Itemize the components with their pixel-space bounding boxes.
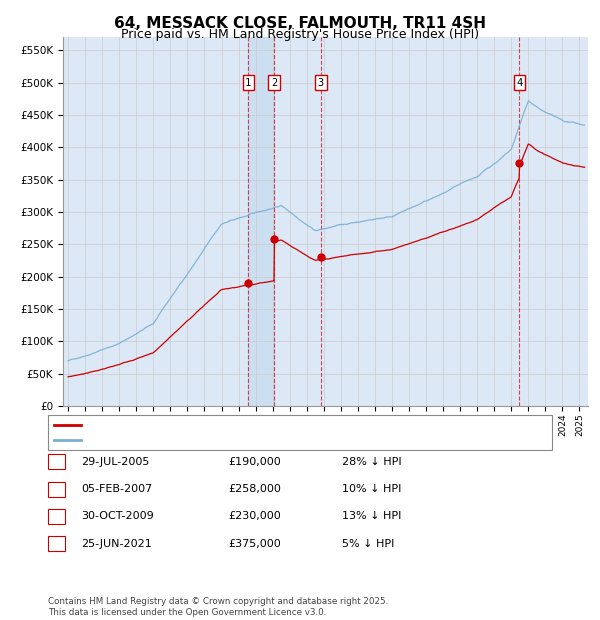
Text: 4: 4 [517,78,523,87]
Bar [321,37,520,406]
Bar [248,37,274,406]
Text: 2: 2 [53,484,60,494]
Text: 13% ↓ HPI: 13% ↓ HPI [342,512,401,521]
Text: £190,000: £190,000 [228,457,281,467]
Text: 25-JUN-2021: 25-JUN-2021 [81,539,152,549]
Text: 1: 1 [53,457,60,467]
Text: £375,000: £375,000 [228,539,281,549]
Text: 28% ↓ HPI: 28% ↓ HPI [342,457,401,467]
Text: 30-OCT-2009: 30-OCT-2009 [81,512,154,521]
Text: £258,000: £258,000 [228,484,281,494]
Text: Contains HM Land Registry data © Crown copyright and database right 2025.
This d: Contains HM Land Registry data © Crown c… [48,598,388,617]
Text: £230,000: £230,000 [228,512,281,521]
Text: 64, MESSACK CLOSE, FALMOUTH, TR11 4SH (detached house): 64, MESSACK CLOSE, FALMOUTH, TR11 4SH (d… [87,420,410,430]
Text: 1: 1 [245,78,251,87]
Text: 64, MESSACK CLOSE, FALMOUTH, TR11 4SH: 64, MESSACK CLOSE, FALMOUTH, TR11 4SH [114,16,486,30]
Text: HPI: Average price, detached house, Cornwall: HPI: Average price, detached house, Corn… [87,435,325,445]
Text: 5% ↓ HPI: 5% ↓ HPI [342,539,394,549]
Text: 3: 3 [318,78,324,87]
Text: 4: 4 [53,539,60,549]
Text: 05-FEB-2007: 05-FEB-2007 [81,484,152,494]
Text: 10% ↓ HPI: 10% ↓ HPI [342,484,401,494]
Text: Price paid vs. HM Land Registry's House Price Index (HPI): Price paid vs. HM Land Registry's House … [121,28,479,41]
Text: 3: 3 [53,512,60,521]
Text: 29-JUL-2005: 29-JUL-2005 [81,457,149,467]
Text: 2: 2 [271,78,277,87]
